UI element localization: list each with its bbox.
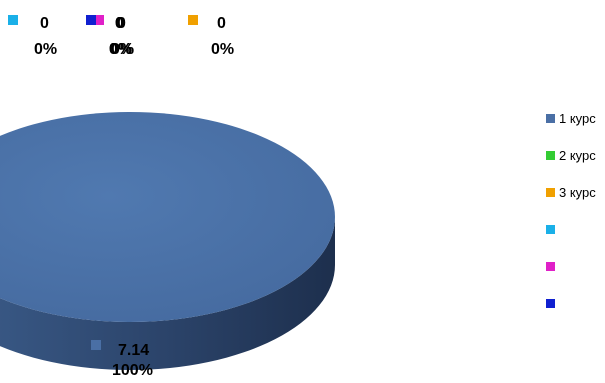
legend-swatch-4 [546, 262, 555, 271]
legend-swatch-1 [546, 151, 555, 160]
data-label-percent-0: 100% [112, 362, 153, 378]
data-label-value-2: 0 [217, 15, 226, 32]
data-label-marker-3 [8, 15, 18, 25]
data-label-value-0: 7.14 [118, 342, 149, 359]
data-label-value-1: 0 [115, 15, 124, 32]
data-label-percent-1: 0% [109, 41, 132, 58]
legend-swatch-5 [546, 299, 555, 308]
data-label-value-4: 0 [115, 15, 124, 32]
data-label-value-5: 0 [117, 15, 126, 32]
pie-slice-side-0 [0, 217, 335, 370]
legend-swatch-3 [546, 225, 555, 234]
pie-slice-0 [0, 112, 335, 322]
data-label-marker-0 [91, 340, 101, 350]
legend-label-2: 3 курс [559, 185, 596, 200]
data-label-value-3: 0 [40, 15, 49, 32]
data-label-percent-4: 0% [109, 41, 132, 58]
data-label-percent-3: 0% [34, 41, 57, 58]
data-label-marker-5 [86, 15, 96, 25]
data-label-percent-5: 0% [111, 41, 134, 58]
data-label-marker-4 [94, 15, 104, 25]
data-label-marker-2 [188, 15, 198, 25]
legend-swatch-2 [546, 188, 555, 197]
data-label-percent-2: 0% [211, 41, 234, 58]
legend-label-0: 1 курс [559, 111, 596, 126]
legend: 1 курс 2 курс 3 курс [546, 111, 596, 308]
legend-swatch-0 [546, 114, 555, 123]
legend-label-1: 2 курс [559, 148, 596, 163]
